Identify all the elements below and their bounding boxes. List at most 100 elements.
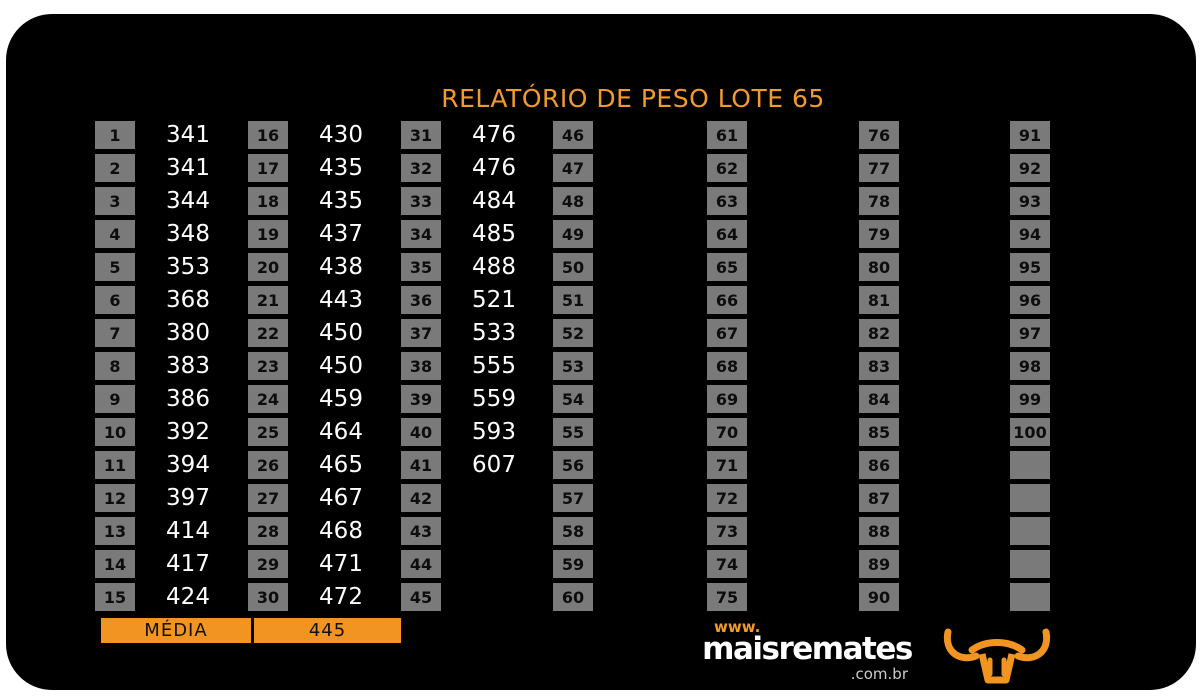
- animal-weight: 353: [166, 254, 210, 280]
- animal-number: 51: [553, 286, 593, 314]
- animal-number: 18: [248, 187, 288, 215]
- animal-number: 71: [707, 451, 747, 479]
- animal-number: 77: [859, 154, 899, 182]
- animal-number: 96: [1010, 286, 1050, 314]
- animal-weight: 341: [166, 155, 210, 181]
- animal-number: 93: [1010, 187, 1050, 215]
- animal-number: 28: [248, 517, 288, 545]
- animal-number: 92: [1010, 154, 1050, 182]
- animal-number: 23: [248, 352, 288, 380]
- animal-number: 70: [707, 418, 747, 446]
- animal-number: 45: [401, 583, 441, 611]
- report-card: RELATÓRIO DE PESO LOTE 65 1 341 2 341 3 344 4 3…: [6, 14, 1196, 690]
- animal-number: 55: [553, 418, 593, 446]
- animal-number: 3: [95, 187, 135, 215]
- animal-number: 16: [248, 121, 288, 149]
- animal-weight: 450: [319, 353, 363, 379]
- bull-head-icon: [943, 628, 1051, 684]
- logo-name: maisremates: [702, 631, 913, 667]
- animal-number: 31: [401, 121, 441, 149]
- animal-weight: 467: [319, 485, 363, 511]
- animal-weight: 559: [472, 386, 516, 412]
- animal-weight: 368: [166, 287, 210, 313]
- animal-number: 21: [248, 286, 288, 314]
- animal-weight: 435: [319, 188, 363, 214]
- animal-number: 24: [248, 385, 288, 413]
- animal-weight: 348: [166, 221, 210, 247]
- animal-number: 72: [707, 484, 747, 512]
- animal-weight: 383: [166, 353, 210, 379]
- animal-number: 52: [553, 319, 593, 347]
- animal-number: 54: [553, 385, 593, 413]
- animal-number: 43: [401, 517, 441, 545]
- animal-number: 17: [248, 154, 288, 182]
- animal-weight: 471: [319, 551, 363, 577]
- average-label: MÉDIA: [101, 618, 251, 643]
- animal-number: 37: [401, 319, 441, 347]
- animal-number: 89: [859, 550, 899, 578]
- animal-weight: 380: [166, 320, 210, 346]
- animal-number: 80: [859, 253, 899, 281]
- animal-weight: 438: [319, 254, 363, 280]
- animal-number: 14: [95, 550, 135, 578]
- average-value: 445: [254, 618, 401, 643]
- animal-number: 38: [401, 352, 441, 380]
- animal-number: 62: [707, 154, 747, 182]
- animal-weight: 484: [472, 188, 516, 214]
- animal-number: 33: [401, 187, 441, 215]
- animal-number: 39: [401, 385, 441, 413]
- animal-number: 59: [553, 550, 593, 578]
- animal-weight: 450: [319, 320, 363, 346]
- animal-number: 79: [859, 220, 899, 248]
- animal-weight: 443: [319, 287, 363, 313]
- logo-www: www.: [714, 618, 761, 636]
- report-title: RELATÓRIO DE PESO LOTE 65: [441, 84, 825, 113]
- animal-number: 12: [95, 484, 135, 512]
- animal-number: 34: [401, 220, 441, 248]
- animal-weight: 476: [472, 122, 516, 148]
- animal-weight: 341: [166, 122, 210, 148]
- animal-number: [1010, 583, 1050, 611]
- animal-number: 99: [1010, 385, 1050, 413]
- animal-weight: 476: [472, 155, 516, 181]
- animal-number: 68: [707, 352, 747, 380]
- animal-number: 25: [248, 418, 288, 446]
- animal-number: 7: [95, 319, 135, 347]
- animal-number: 56: [553, 451, 593, 479]
- animal-number: 8: [95, 352, 135, 380]
- animal-number: 82: [859, 319, 899, 347]
- animal-number: 44: [401, 550, 441, 578]
- animal-number: 10: [95, 418, 135, 446]
- animal-number: 22: [248, 319, 288, 347]
- animal-number: 9: [95, 385, 135, 413]
- animal-weight: 435: [319, 155, 363, 181]
- animal-number: 83: [859, 352, 899, 380]
- animal-number: 30: [248, 583, 288, 611]
- animal-number: [1010, 550, 1050, 578]
- animal-number: 49: [553, 220, 593, 248]
- animal-number: 63: [707, 187, 747, 215]
- animal-number: 15: [95, 583, 135, 611]
- animal-number: 75: [707, 583, 747, 611]
- animal-number: 40: [401, 418, 441, 446]
- animal-number: 5: [95, 253, 135, 281]
- animal-number: 19: [248, 220, 288, 248]
- animal-number: 69: [707, 385, 747, 413]
- animal-weight: 607: [472, 452, 516, 478]
- animal-weight: 555: [472, 353, 516, 379]
- animal-number: 98: [1010, 352, 1050, 380]
- animal-number: 4: [95, 220, 135, 248]
- animal-number: 27: [248, 484, 288, 512]
- animal-weight: 488: [472, 254, 516, 280]
- animal-number: 74: [707, 550, 747, 578]
- animal-number: [1010, 451, 1050, 479]
- animal-weight: 464: [319, 419, 363, 445]
- animal-weight: 437: [319, 221, 363, 247]
- animal-number: 6: [95, 286, 135, 314]
- animal-number: 90: [859, 583, 899, 611]
- animal-number: [1010, 517, 1050, 545]
- animal-weight: 414: [166, 518, 210, 544]
- animal-number: 41: [401, 451, 441, 479]
- animal-number: 50: [553, 253, 593, 281]
- animal-number: 78: [859, 187, 899, 215]
